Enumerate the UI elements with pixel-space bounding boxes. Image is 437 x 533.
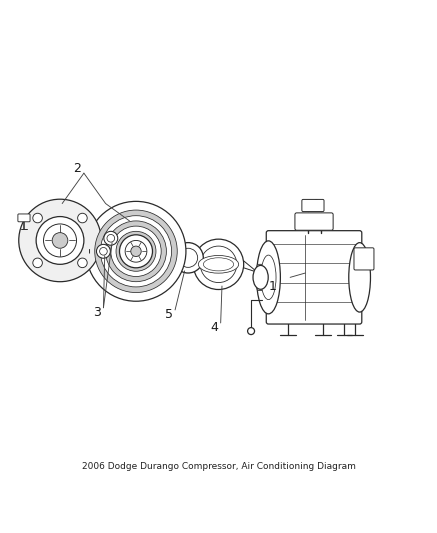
Circle shape (101, 216, 172, 287)
Ellipse shape (349, 243, 371, 312)
FancyBboxPatch shape (266, 231, 362, 324)
Circle shape (173, 243, 203, 273)
Circle shape (86, 201, 186, 301)
Circle shape (97, 244, 111, 259)
Circle shape (44, 224, 76, 257)
Ellipse shape (261, 255, 276, 300)
FancyBboxPatch shape (354, 248, 374, 270)
Circle shape (95, 210, 177, 293)
Circle shape (314, 200, 319, 205)
Circle shape (248, 328, 254, 335)
Ellipse shape (203, 258, 234, 271)
FancyBboxPatch shape (302, 199, 324, 212)
Circle shape (179, 248, 198, 268)
Circle shape (212, 258, 225, 271)
Circle shape (78, 213, 87, 223)
Circle shape (100, 247, 107, 255)
Text: 2006 Dodge Durango Compressor, Air Conditioning Diagram: 2006 Dodge Durango Compressor, Air Condi… (82, 462, 355, 471)
Ellipse shape (198, 255, 239, 273)
FancyBboxPatch shape (295, 213, 333, 230)
Circle shape (78, 258, 87, 268)
Circle shape (33, 258, 42, 268)
FancyBboxPatch shape (18, 214, 30, 222)
FancyBboxPatch shape (257, 264, 272, 290)
Circle shape (116, 231, 156, 271)
Circle shape (33, 213, 42, 223)
Ellipse shape (257, 241, 281, 314)
Circle shape (111, 226, 161, 277)
Circle shape (119, 235, 153, 268)
Text: 4: 4 (210, 321, 218, 334)
Text: 2: 2 (73, 163, 81, 175)
Circle shape (131, 246, 141, 256)
Circle shape (36, 216, 84, 264)
Circle shape (125, 240, 147, 262)
Text: 1: 1 (269, 279, 277, 293)
Text: 3: 3 (93, 305, 101, 319)
Circle shape (193, 239, 244, 289)
Circle shape (52, 232, 68, 248)
Circle shape (106, 221, 166, 282)
Circle shape (107, 235, 114, 242)
Circle shape (19, 199, 101, 282)
Text: 5: 5 (165, 308, 173, 321)
Circle shape (104, 231, 118, 245)
Ellipse shape (253, 265, 268, 289)
